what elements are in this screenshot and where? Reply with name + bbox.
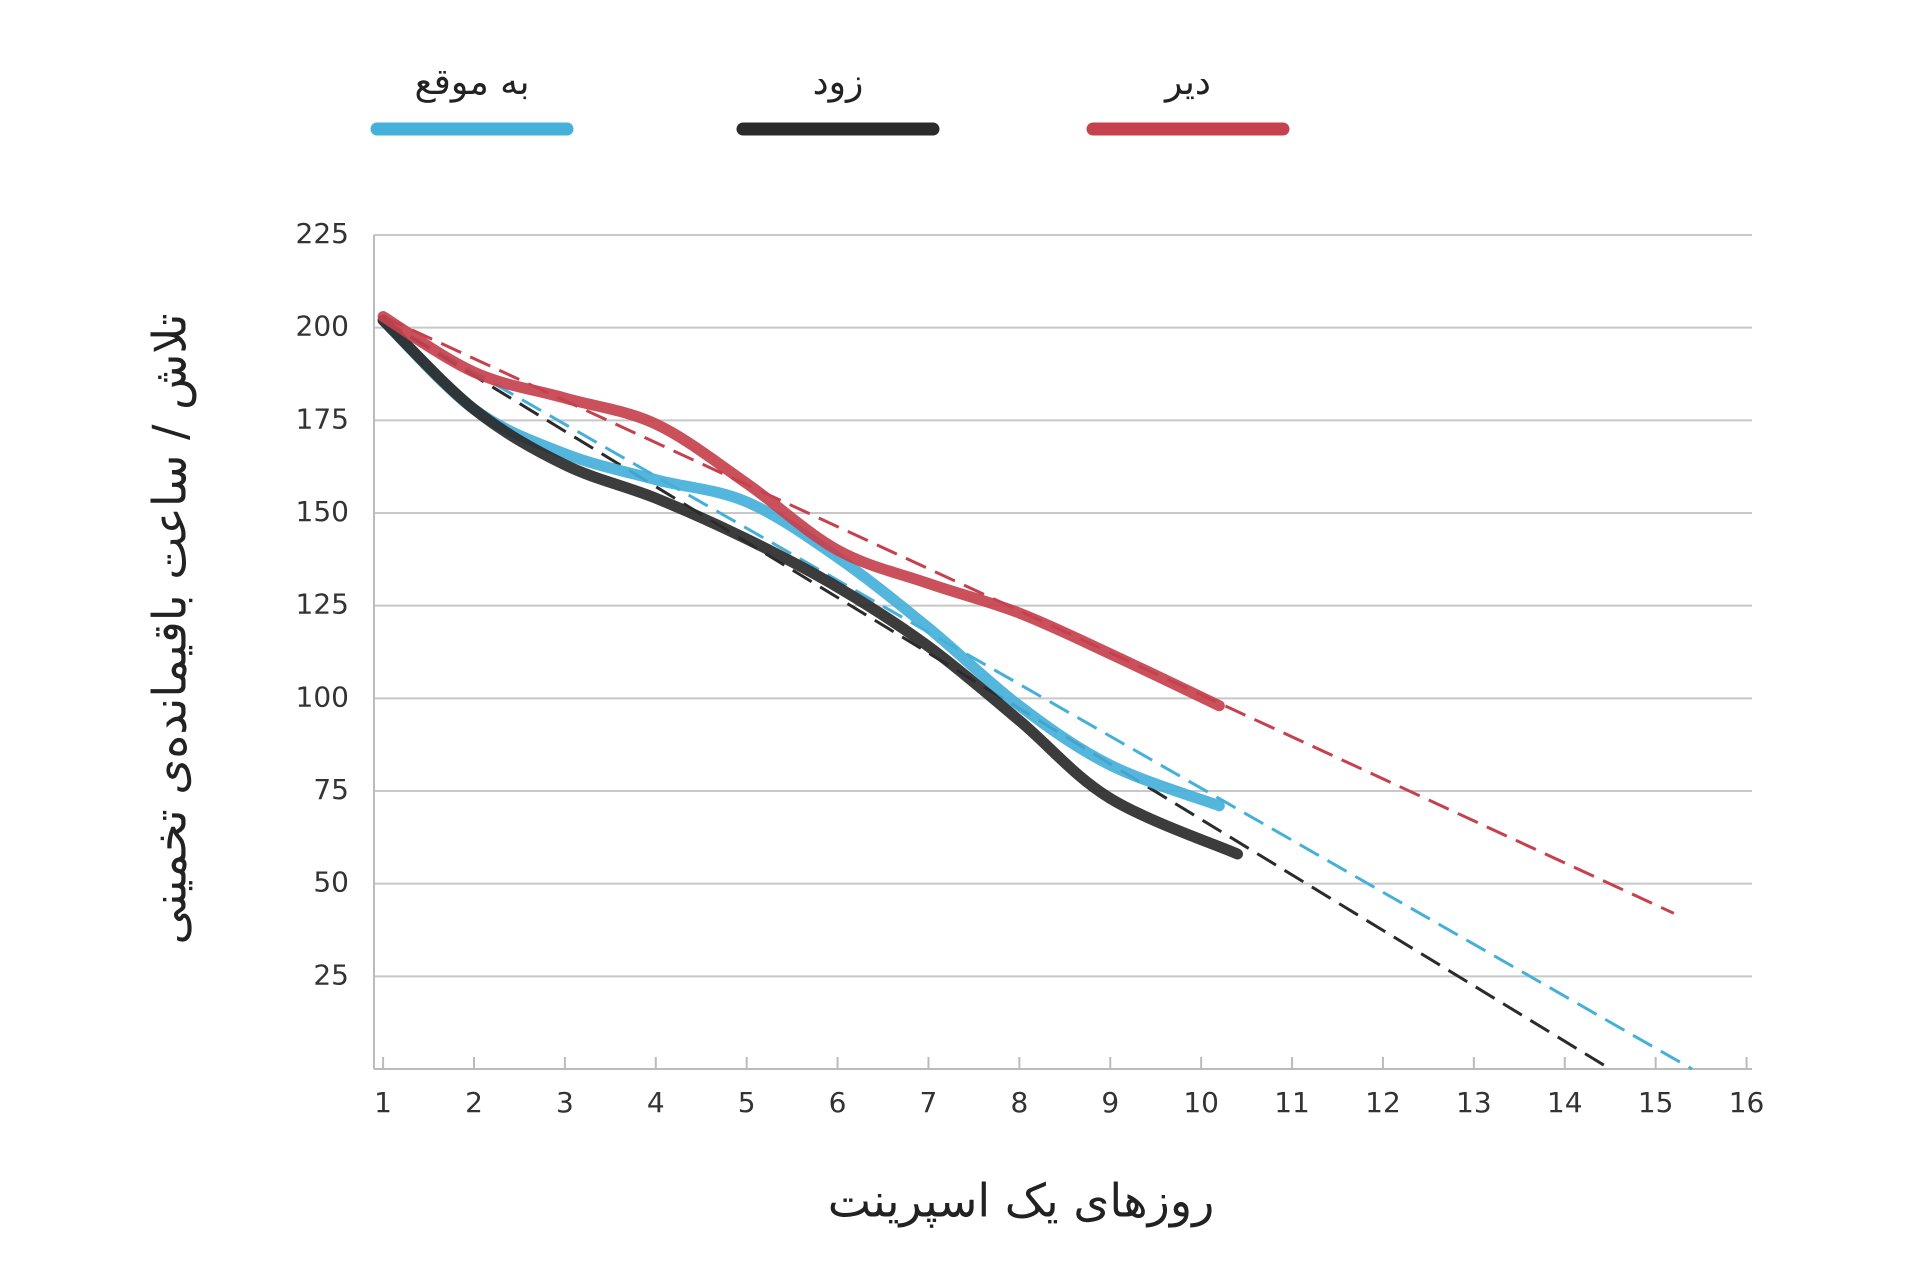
- y-tick-label: 200: [296, 310, 349, 343]
- y-tick-label: 100: [296, 680, 349, 713]
- x-tick-label: 13: [1456, 1086, 1492, 1119]
- x-tick-label: 10: [1183, 1086, 1219, 1119]
- y-axis-title: تلاش / ساعت باقیمانده‌ی تخمینی: [143, 313, 197, 944]
- x-axis-title: روزهای یک اسپرینت: [828, 1174, 1215, 1229]
- x-tick-label: 14: [1547, 1086, 1583, 1119]
- legend-label: زود: [813, 62, 864, 103]
- series-line: [377, 314, 1244, 860]
- y-tick-label: 50: [313, 866, 349, 899]
- y-tick-label: 125: [296, 588, 349, 621]
- x-tick-label: 15: [1638, 1086, 1674, 1119]
- x-tick-label: 7: [920, 1086, 938, 1119]
- trend-line: [382, 318, 1693, 1071]
- y-tick-label: 175: [296, 402, 349, 435]
- y-tick-label: 75: [313, 773, 349, 806]
- x-tick-label: 6: [829, 1086, 847, 1119]
- x-tick-label: 16: [1729, 1086, 1765, 1119]
- x-tick-label: 2: [465, 1086, 483, 1119]
- x-tick-label: 3: [556, 1086, 574, 1119]
- legend-label: دیر: [1163, 62, 1211, 103]
- y-tick-label: 225: [296, 217, 349, 250]
- series-line: [377, 311, 1225, 712]
- x-tick-label: 9: [1101, 1086, 1119, 1119]
- x-tick-label: 11: [1274, 1086, 1310, 1119]
- x-tick-label: 4: [647, 1086, 665, 1119]
- x-tick-label: 1: [374, 1086, 392, 1119]
- legend-label: به موقع: [414, 62, 529, 103]
- y-tick-label: 150: [296, 495, 349, 528]
- x-tick-label: 12: [1365, 1086, 1401, 1119]
- x-tick-label: 5: [738, 1086, 756, 1119]
- x-tick-label: 8: [1010, 1086, 1028, 1119]
- y-tick-label: 25: [313, 958, 349, 991]
